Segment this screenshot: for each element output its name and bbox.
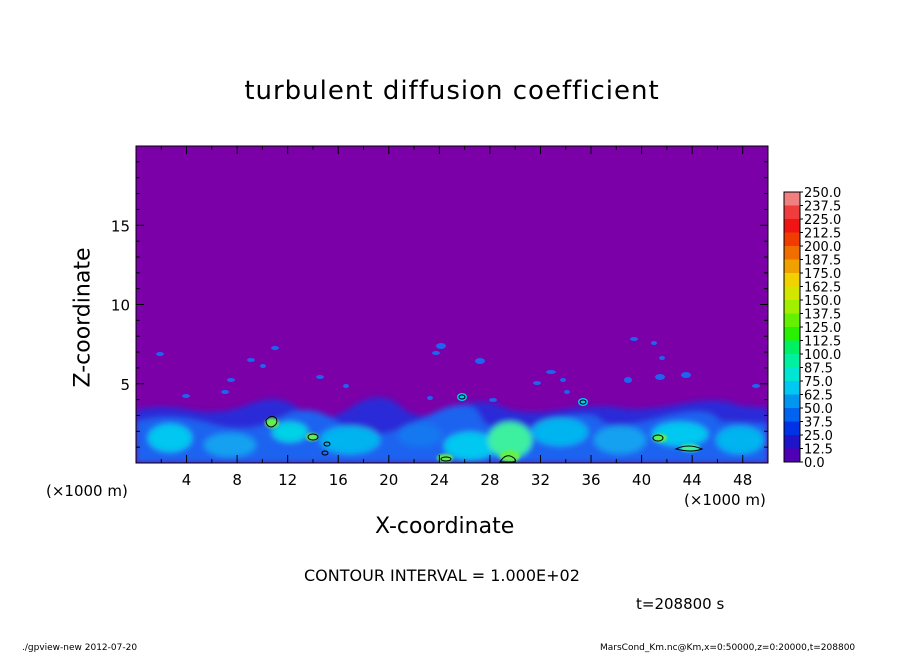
y-tick-label: 10	[111, 297, 130, 315]
turbulent-cell	[204, 433, 256, 457]
colorbar-swatch	[784, 313, 800, 327]
colorbar-label: 50.0	[804, 402, 833, 417]
x-tick-label: 8	[232, 471, 242, 489]
colorbar-label: 212.5	[804, 227, 841, 242]
x-axis-label: X-coordinate	[375, 514, 515, 539]
x-axis: 4 8 12 16 20 24 28 32 36 40 44 48	[160, 146, 752, 489]
colorbar-swatch	[784, 408, 800, 422]
colorbar-swatch	[784, 232, 800, 246]
turbulent-cell	[272, 422, 308, 442]
x-tick-label: 32	[531, 471, 550, 489]
colorbar-label: 125.0	[804, 321, 841, 336]
colorbar-swatch	[784, 421, 800, 435]
contour-lines	[265, 394, 704, 463]
colorbar-swatch	[784, 273, 800, 287]
colorbar-label: 150.0	[804, 294, 841, 309]
turbulent-cell	[594, 426, 646, 454]
colorbar-swatch	[784, 259, 800, 273]
x-tick-label: 36	[581, 471, 600, 489]
colorbar-label: 112.5	[804, 335, 841, 350]
x-tick-label: 20	[379, 471, 398, 489]
colorbar-label: 225.0	[804, 213, 841, 228]
colorbar-label: 12.5	[804, 443, 833, 458]
colorbar-label: 87.5	[804, 362, 833, 377]
turbulent-cell	[716, 426, 764, 454]
colorbar-swatch	[784, 246, 800, 260]
colorbar-swatch	[784, 394, 800, 408]
x-tick-label: 24	[430, 471, 449, 489]
colorbar-swatch	[784, 367, 800, 381]
colorbar-label: 0.0	[804, 456, 825, 471]
colorbar-swatch	[784, 354, 800, 368]
colorbar-swatch	[784, 381, 800, 395]
footer-source: MarsCond_Km.nc@Km,x=0:50000,z=0:20000,t=…	[600, 643, 856, 653]
y-tick-label: 15	[111, 217, 130, 235]
time-stamp: t=208800 s	[636, 595, 725, 613]
colorbar-label: 162.5	[804, 281, 841, 296]
colorbar-label: 187.5	[804, 254, 841, 269]
turbulent-cell	[398, 423, 442, 447]
colorbar-swatch	[784, 192, 800, 206]
heatmap-field	[136, 146, 768, 463]
colorbar-label: 62.5	[804, 389, 833, 404]
colorbar-label: 75.0	[804, 375, 833, 390]
colorbar-label: 175.0	[804, 267, 841, 282]
turbulent-cell	[652, 422, 708, 446]
colorbar-label: 37.5	[804, 416, 833, 431]
y-tick-label: 5	[120, 376, 130, 394]
y-axis-label: Z-coordinate	[70, 247, 96, 388]
colorbar-swatch	[784, 286, 800, 300]
turbulent-cell	[532, 418, 588, 446]
x-tick-label: 40	[632, 471, 651, 489]
turbulent-cell	[320, 426, 380, 454]
colorbar-label: 137.5	[804, 308, 841, 323]
elevated-eddies	[156, 337, 760, 406]
colorbar-swatch	[784, 205, 800, 219]
y-axis: 5 10 15	[111, 161, 768, 448]
footer-program: ./gpview-new 2012-07-20	[22, 643, 138, 653]
colorbar-swatch	[784, 448, 800, 462]
chart-title: turbulent diffusion coefficient	[244, 76, 660, 106]
turbulent-cell	[444, 432, 496, 460]
colorbar-label: 237.5	[804, 200, 841, 215]
colorbar-label: 200.0	[804, 240, 841, 255]
colorbar-legend: 250.0237.5225.0212.5200.0187.5175.0162.5…	[783, 186, 841, 471]
x-tick-label: 12	[278, 471, 297, 489]
colorbar-swatch	[784, 300, 800, 314]
colorbar-swatch	[784, 327, 800, 341]
contour-interval-note: CONTOUR INTERVAL = 1.000E+02	[304, 566, 580, 585]
x-tick-label: 44	[683, 471, 702, 489]
colorbar-swatch	[784, 435, 800, 449]
colorbar-swatch	[784, 219, 800, 233]
x-tick-label: 48	[733, 471, 752, 489]
x-axis-unit-left: (×1000 m)	[46, 482, 128, 500]
x-tick-label: 16	[329, 471, 348, 489]
colorbar-swatch	[784, 340, 800, 354]
x-axis-unit-right: (×1000 m)	[684, 491, 766, 509]
turbulent-cell	[488, 422, 532, 458]
high-value-cell	[653, 434, 667, 442]
colorbar-label: 250.0	[804, 186, 841, 201]
colorbar-label: 100.0	[804, 348, 841, 363]
x-tick-label: 4	[182, 471, 192, 489]
turbulent-cell	[148, 424, 192, 452]
x-tick-label: 28	[480, 471, 499, 489]
colorbar-label: 25.0	[804, 429, 833, 444]
